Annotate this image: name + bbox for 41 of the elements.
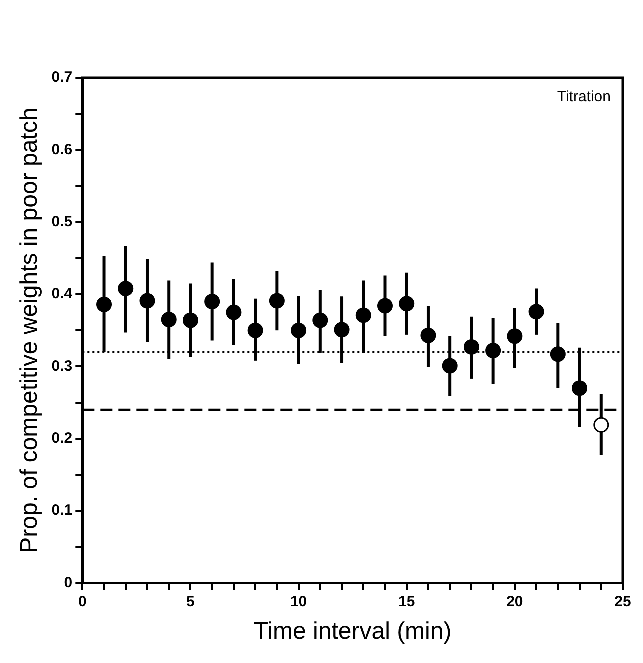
x-tick-label: 0: [78, 593, 87, 610]
y-tick-label: 0.3: [52, 358, 73, 375]
point: [356, 308, 372, 324]
y-tick-label: 0.5: [52, 213, 73, 230]
point: [507, 328, 523, 344]
point: [269, 293, 285, 309]
point: [182, 312, 198, 328]
point: [572, 380, 588, 396]
point: [161, 312, 177, 328]
x-axis-title: Time interval (min): [254, 618, 452, 646]
point: [312, 312, 328, 328]
x-tick-label: 5: [186, 593, 195, 610]
point: [248, 322, 264, 338]
y-tick-label: 0.6: [52, 141, 73, 158]
point: [140, 293, 156, 309]
point: [291, 322, 307, 338]
point: [377, 298, 393, 314]
y-tick-label: 0: [64, 574, 73, 592]
point: [118, 280, 134, 296]
point: [442, 358, 458, 374]
point: [420, 328, 436, 344]
y-tick-label: 0.7: [52, 69, 73, 86]
x-tick-label: 15: [398, 593, 416, 610]
x-tick-label: 25: [614, 593, 632, 610]
point: [334, 322, 350, 338]
point: [226, 304, 242, 320]
y-tick-label: 0.2: [52, 430, 73, 447]
x-tick-label: 10: [290, 593, 308, 610]
point: [528, 304, 544, 320]
y-axis-title: Prop. of competitive weights in poor patch: [16, 108, 44, 554]
point: [594, 417, 610, 433]
point: [550, 346, 566, 362]
y-tick-label: 0.1: [52, 502, 73, 520]
annotation: Titration: [557, 88, 611, 106]
x-tick-label: 20: [506, 593, 524, 610]
point: [204, 294, 220, 310]
point: [399, 296, 415, 312]
point: [464, 339, 480, 355]
point: [486, 343, 502, 359]
y-tick-label: 0.4: [52, 286, 74, 303]
point: [96, 296, 112, 312]
